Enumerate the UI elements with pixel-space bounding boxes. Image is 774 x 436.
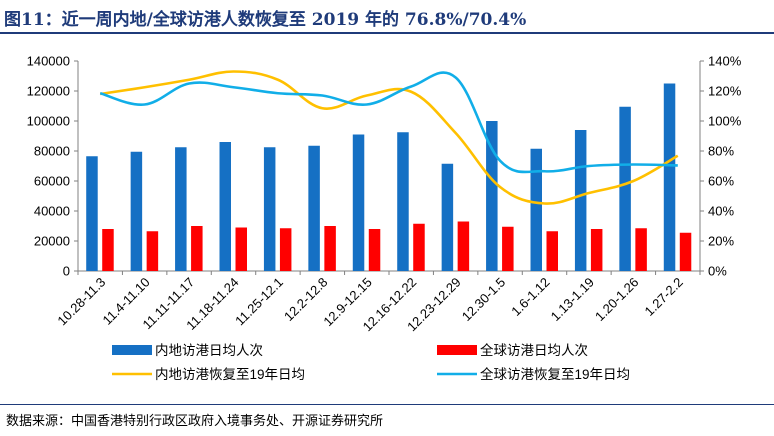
right-tick-label: 100% xyxy=(708,114,742,129)
figure-title: 图11：近一周内地/全球访港人数恢复至 2019 年的 76.8%/70.4% xyxy=(4,10,527,30)
bar-series xyxy=(86,83,692,271)
source-note: 数据来源：中国香港特别行政区政府入境事务处、开源证券研究所 xyxy=(6,414,384,429)
title-rule xyxy=(0,32,774,34)
right-tick-label: 120% xyxy=(708,84,742,99)
legend-label: 内地访港日均人次 xyxy=(155,343,263,358)
bar-global xyxy=(413,223,425,271)
x-tick-label: 10.28-11.3 xyxy=(54,275,108,329)
left-tick-label: 100000 xyxy=(27,114,70,129)
bar-mainland xyxy=(263,147,276,271)
bar-global xyxy=(679,232,692,271)
bar-global xyxy=(502,226,514,271)
x-tick-label: 1.27-2.2 xyxy=(642,275,686,319)
left-tick-label: 20000 xyxy=(34,234,70,249)
right-tick-label: 0% xyxy=(708,264,727,279)
bar-mainland xyxy=(175,147,187,271)
bar-global xyxy=(546,231,558,271)
bar-mainland xyxy=(86,156,98,271)
x-tick-label: 1.13-1.19 xyxy=(548,275,597,324)
bar-mainland xyxy=(352,134,365,271)
bar-mainland xyxy=(530,148,542,271)
bar-global xyxy=(146,231,159,271)
left-tick-label: 60000 xyxy=(34,174,70,189)
x-tick-label: 1.20-1.26 xyxy=(592,275,641,324)
bar-global xyxy=(457,221,470,271)
bar-mainland xyxy=(397,132,409,271)
x-tick-label: 12.30-1.5 xyxy=(459,275,508,324)
legend-swatch xyxy=(112,345,152,355)
legend-mainland-daily: 内地访港日均人次 xyxy=(112,343,263,358)
right-tick-label: 60% xyxy=(708,174,734,189)
legend-mainland-recovery: 内地访港恢复至19年日均 xyxy=(112,366,305,382)
left-tick-label: 120000 xyxy=(27,84,70,99)
left-axis: 0 20000 40000 60000 80000 100000 120000 140000 xyxy=(27,54,701,279)
bar-mainland xyxy=(574,130,587,271)
bar-global xyxy=(191,226,203,271)
bar-mainland xyxy=(219,142,231,271)
left-tick-label: 40000 xyxy=(34,204,70,219)
left-tick-label: 80000 xyxy=(34,144,70,159)
bar-mainland xyxy=(130,151,143,271)
title-bar: 图11：近一周内地/全球访港人数恢复至 2019 年的 76.8%/70.4% xyxy=(0,0,774,34)
source-rule xyxy=(0,404,774,405)
bar-mainland xyxy=(486,121,498,271)
line-global-recovery xyxy=(99,71,678,174)
bar-global xyxy=(324,226,336,271)
legend-label: 内地访港恢复至19年日均 xyxy=(155,366,305,382)
legend-global-recovery: 全球访港恢复至19年日均 xyxy=(437,366,630,382)
bar-mainland xyxy=(308,145,320,271)
legend-label: 全球访港日均人次 xyxy=(480,342,588,358)
right-tick-label: 20% xyxy=(708,234,734,249)
x-tick-label: 1.6-1.12 xyxy=(508,275,552,319)
right-tick-label: 80% xyxy=(708,144,734,159)
left-tick-label: 0 xyxy=(63,264,70,279)
bar-global xyxy=(279,228,292,271)
bar-mainland xyxy=(619,106,631,271)
bar-global xyxy=(102,229,114,271)
bar-global xyxy=(590,229,603,271)
bar-mainland xyxy=(663,83,676,271)
legend-label: 全球访港恢复至19年日均 xyxy=(480,366,630,382)
left-tick-label: 140000 xyxy=(27,54,70,69)
line-mainland-recovery xyxy=(100,70,679,205)
right-axis: 0% 20% 40% 60% 80% 100% 120% 140% xyxy=(699,54,742,279)
legend-swatch xyxy=(437,345,477,355)
x-tick-label: 11.25-12.1 xyxy=(232,275,286,329)
chart: 020000400006000080000100000120000140000 … xyxy=(27,54,742,383)
right-tick-label: 40% xyxy=(708,204,734,219)
line-series xyxy=(99,70,679,205)
right-tick-label: 140% xyxy=(708,54,742,69)
x-axis-labels: 10.28-11.311.4-11.1011.11-11.1711.18-11.… xyxy=(54,275,685,335)
legend-global-daily: 全球访港日均人次 xyxy=(437,342,588,358)
bar-global xyxy=(235,227,247,271)
bar-global xyxy=(368,229,381,271)
bar-mainland xyxy=(441,163,454,271)
bar-global xyxy=(635,228,647,271)
